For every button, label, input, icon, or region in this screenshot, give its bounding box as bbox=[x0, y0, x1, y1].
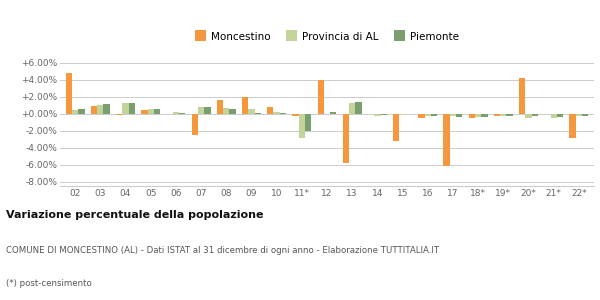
Bar bbox=[204, 107, 211, 114]
Bar bbox=[450, 114, 456, 116]
Bar bbox=[431, 114, 437, 116]
Bar bbox=[274, 112, 280, 114]
Bar bbox=[418, 114, 425, 118]
Bar bbox=[456, 114, 463, 117]
Bar bbox=[91, 106, 97, 114]
Bar bbox=[374, 114, 380, 116]
Bar bbox=[148, 110, 154, 114]
Bar bbox=[97, 105, 103, 114]
Text: Variazione percentuale della popolazione: Variazione percentuale della popolazione bbox=[6, 210, 263, 220]
Bar bbox=[557, 114, 563, 117]
Bar bbox=[248, 109, 254, 114]
Bar bbox=[103, 104, 110, 114]
Bar bbox=[280, 113, 286, 114]
Bar bbox=[179, 113, 185, 114]
Bar bbox=[324, 114, 330, 115]
Bar bbox=[65, 73, 72, 114]
Bar bbox=[582, 114, 589, 116]
Bar bbox=[569, 114, 576, 138]
Bar bbox=[380, 114, 387, 115]
Bar bbox=[78, 110, 85, 114]
Bar bbox=[576, 114, 582, 116]
Bar bbox=[267, 107, 274, 114]
Bar bbox=[425, 114, 431, 116]
Bar bbox=[223, 108, 229, 114]
Bar bbox=[305, 114, 311, 131]
Bar bbox=[217, 100, 223, 114]
Bar bbox=[532, 114, 538, 116]
Bar bbox=[551, 114, 557, 118]
Legend: Moncestino, Provincia di AL, Piemonte: Moncestino, Provincia di AL, Piemonte bbox=[191, 28, 463, 46]
Bar bbox=[526, 114, 532, 118]
Bar bbox=[154, 110, 160, 114]
Bar bbox=[299, 114, 305, 138]
Bar bbox=[343, 114, 349, 163]
Text: (*) post-censimento: (*) post-censimento bbox=[6, 279, 92, 288]
Bar bbox=[400, 114, 406, 115]
Bar bbox=[393, 114, 400, 141]
Bar bbox=[443, 114, 450, 166]
Bar bbox=[72, 110, 78, 114]
Bar bbox=[481, 114, 488, 117]
Bar bbox=[475, 114, 481, 117]
Bar bbox=[519, 78, 526, 114]
Bar bbox=[122, 103, 128, 114]
Bar bbox=[349, 103, 355, 114]
Bar bbox=[116, 114, 122, 115]
Bar bbox=[317, 80, 324, 114]
Bar bbox=[355, 102, 362, 114]
Bar bbox=[191, 114, 198, 135]
Bar bbox=[173, 112, 179, 114]
Bar bbox=[494, 114, 500, 116]
Bar bbox=[128, 103, 135, 114]
Bar bbox=[254, 113, 261, 114]
Bar bbox=[406, 114, 412, 115]
Text: COMUNE DI MONCESTINO (AL) - Dati ISTAT al 31 dicembre di ogni anno - Elaborazion: COMUNE DI MONCESTINO (AL) - Dati ISTAT a… bbox=[6, 246, 439, 255]
Bar bbox=[198, 107, 204, 114]
Bar bbox=[141, 110, 148, 114]
Bar bbox=[469, 114, 475, 118]
Bar bbox=[500, 114, 506, 116]
Bar bbox=[506, 114, 513, 116]
Bar bbox=[292, 114, 299, 116]
Bar bbox=[330, 112, 337, 114]
Bar bbox=[229, 109, 236, 114]
Bar bbox=[242, 97, 248, 114]
Bar bbox=[368, 114, 374, 115]
